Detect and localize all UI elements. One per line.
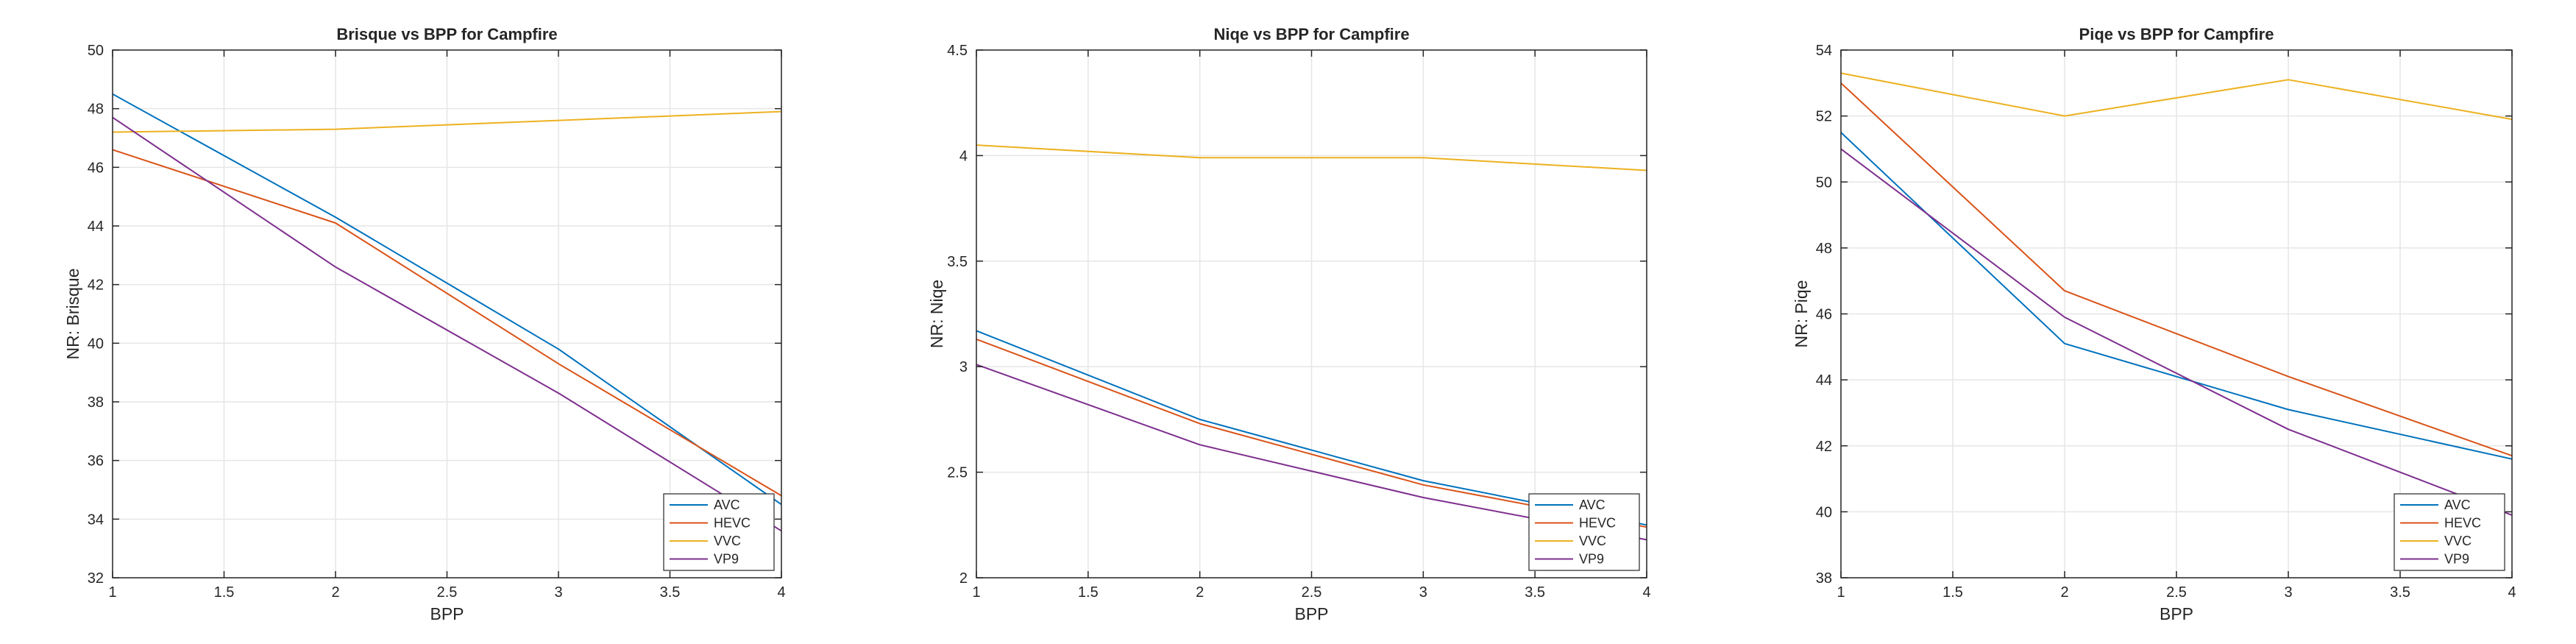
x-tick-label: 2 [2060,584,2068,601]
chart-title: Piqe vs BPP for Campfire [2079,25,2274,43]
y-tick-label: 34 [88,512,104,528]
x-tick-label: 4 [2508,584,2516,601]
series-line-vvc [1840,72,2513,121]
x-tick-label: 1 [972,584,980,601]
x-axis-label: BPP [2160,604,2193,623]
legend-box [2394,493,2505,571]
x-tick-label: 1.5 [214,584,235,601]
x-tick-label: 3.5 [660,584,681,601]
series-line-vvc [112,110,782,133]
y-tick-label: 48 [88,102,104,118]
y-tick-label: 32 [88,570,104,587]
series-line-avc [112,93,782,506]
legend-label-hevc: HEVC [1579,516,1616,531]
legend: AVC HEVC VVC VP9 [1528,493,1640,571]
y-tick-label: 38 [88,394,104,411]
y-tick-label: 42 [1816,439,1832,455]
legend-label-vp9: VP9 [714,552,739,567]
series-line-hevc [1840,82,2513,457]
chart-title: Brisque vs BPP for Campfire [336,25,557,43]
y-tick-label: 46 [1816,307,1832,323]
y-tick-label: 2.5 [947,465,968,481]
x-tick-label: 1 [1837,584,1845,601]
series-line-vp9 [112,116,782,532]
y-tick-label: 52 [1816,109,1832,125]
legend-label-vp9: VP9 [2444,552,2469,567]
legend: AVC HEVC VVC VP9 [663,493,775,571]
y-tick-label: 3.5 [947,254,968,270]
y-tick-label: 3 [959,359,968,375]
y-tick-label: 38 [1816,570,1832,587]
chart-panel-1: 1 1.5 2 2.5 3 3.5 4 32 34 36 38 40 42 44 46 48 50 Brisque… [63,25,786,623]
y-tick-label: 48 [1816,241,1832,257]
y-tick-label: 50 [1816,174,1832,191]
y-tick-label: 54 [1816,43,1832,59]
x-tick-label: 1.5 [1942,584,1963,601]
y-tick-label: 4 [959,148,968,164]
y-tick-label: 4.5 [947,43,968,59]
x-axis-label: BPP [1294,604,1328,623]
x-axis-label: BPP [430,604,464,623]
chart-title: Niqe vs BPP for Campfire [1213,25,1409,43]
y-axis-label: NR: Niqe [927,280,946,348]
series-line-vvc [976,144,1647,171]
x-tick-label: 2 [331,584,339,601]
x-tick-label: 2.5 [437,584,458,601]
x-tick-label: 3 [1419,584,1427,601]
y-tick-label: 44 [88,219,104,235]
y-tick-label: 2 [959,570,968,587]
y-tick-label: 36 [88,453,104,470]
x-tick-label: 1 [108,584,116,601]
y-axis-label: NR: Piqe [1792,280,1811,347]
x-tick-label: 2 [1196,584,1204,601]
legend-label-avc: AVC [1579,498,1605,512]
y-tick-label: 44 [1816,372,1832,389]
y-tick-label: 40 [88,336,104,352]
x-tick-label: 2.5 [1302,584,1322,601]
legend-label-vvc: VVC [2444,534,2472,548]
legend-label-vvc: VVC [714,534,741,548]
x-tick-label: 1.5 [1078,584,1099,601]
legend-label-hevc: HEVC [2444,516,2481,531]
y-tick-label: 50 [88,43,104,59]
y-axis-label: NR: Brisque [63,269,82,360]
x-tick-label: 3 [2284,584,2292,601]
legend: AVC HEVC VVC VP9 [2394,493,2505,571]
x-tick-label: 4 [1642,584,1650,601]
series-line-avc [1840,132,2513,460]
x-tick-label: 3.5 [2390,584,2410,601]
chart-panel-2: 1 1.5 2 2.5 3 3.5 4 2 2.5 3 3.5 4 4.5 Niqe vs BPP for… [927,25,1651,623]
x-tick-label: 2.5 [2166,584,2187,601]
legend-box [663,493,775,571]
legend-label-avc: AVC [2444,498,2471,512]
y-tick-label: 46 [88,160,104,176]
chart-panel-3: 1 1.5 2 2.5 3 3.5 4 38 40 42 44 46 48 50 52 54 Piqe vs B… [1792,25,2516,623]
legend-box [1528,493,1640,571]
legend-label-vp9: VP9 [1579,552,1604,567]
y-tick-label: 40 [1816,504,1832,520]
y-tick-label: 42 [88,277,104,294]
x-tick-label: 3 [554,584,562,601]
x-tick-label: 4 [777,584,785,601]
series-line-vp9 [1840,148,2513,516]
x-tick-label: 3.5 [1525,584,1545,601]
legend-label-avc: AVC [714,498,740,512]
series-line-hevc [112,149,782,497]
legend-label-hevc: HEVC [714,516,751,531]
legend-label-vvc: VVC [1579,534,1606,548]
